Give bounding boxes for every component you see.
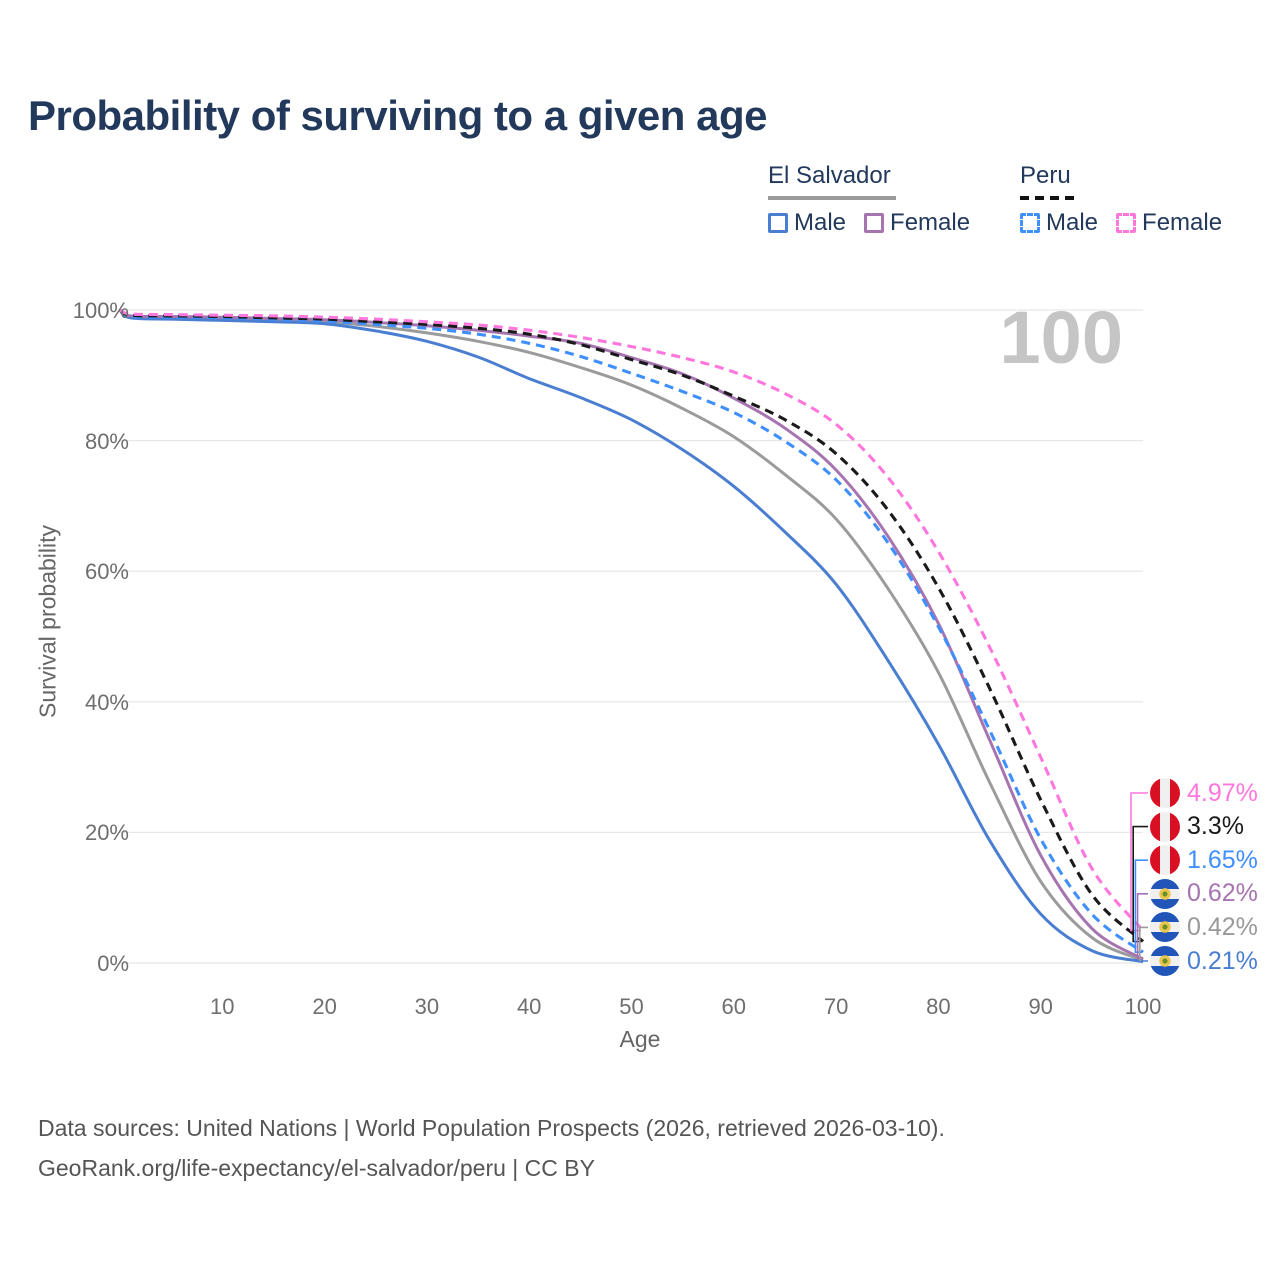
end-label-row-peru: 3.3%: [1150, 811, 1244, 842]
x-tick-label-70: 70: [823, 994, 849, 1019]
legend-header-el-salvador[interactable]: El Salvador: [768, 162, 891, 189]
x-tick-label-80: 80: [926, 994, 951, 1019]
y-tick-label-0: 0%: [97, 951, 129, 976]
end-label-row-el-salvador-male: 0.21%: [1150, 946, 1258, 976]
end-label-leader-el-salvador: [1139, 926, 1148, 962]
x-axis-title: Age: [619, 1026, 661, 1052]
end-value-label: 0.21%: [1187, 946, 1258, 975]
x-tick-label-50: 50: [619, 994, 644, 1019]
x-tick-label-40: 40: [516, 994, 542, 1019]
series-line-peru-female: [119, 308, 1145, 932]
end-label-row-peru-female: 4.97%: [1150, 778, 1258, 808]
age-counter-watermark: 100: [1000, 296, 1123, 379]
y-tick-label-60: 60%: [84, 559, 129, 585]
end-value-label: 3.3%: [1187, 812, 1244, 841]
end-label-leader-el-salvador-male: [1141, 960, 1148, 963]
legend-item-label: Female: [890, 209, 971, 236]
flag-el-salvador-icon: [1150, 946, 1180, 976]
x-tick-label-30: 30: [414, 994, 440, 1019]
y-tick-label-80: 80%: [84, 428, 129, 454]
series-line-el-salvador-male: [118, 308, 1144, 964]
el-salvador-female-swatch-icon: [864, 213, 885, 233]
flag-el-salvador-icon: [1150, 878, 1180, 909]
series-line-el-salvador-female: [119, 308, 1144, 961]
legend-item-el-salvador-female[interactable]: Female: [864, 209, 970, 237]
end-value-label: 1.65%: [1187, 845, 1258, 874]
el-salvador-line-style-sample: [768, 196, 896, 200]
page-title: Probability of surviving to a given age: [28, 92, 767, 139]
flag-peru-icon: [1150, 811, 1180, 842]
el-salvador-male-swatch-icon: [768, 213, 788, 233]
legend-group-peru: Peru Male Female: [1020, 162, 1222, 237]
flag-peru-icon: [1150, 845, 1180, 876]
x-tick-label-20: 20: [312, 994, 337, 1019]
legend-item-label: Female: [1142, 209, 1223, 236]
x-tick-label-100: 100: [1124, 994, 1162, 1019]
series-line-peru: [119, 308, 1145, 943]
end-value-label: 0.62%: [1187, 879, 1258, 908]
legend-item-el-salvador-male[interactable]: Male: [768, 209, 846, 237]
footer-data-sources: Data sources: United Nations | World Pop…: [38, 1115, 945, 1141]
end-label-row-peru-male: 1.65%: [1150, 845, 1258, 876]
x-tick-label-60: 60: [721, 994, 747, 1019]
x-tick-label-90: 90: [1028, 994, 1053, 1019]
series-line-peru-male: [118, 308, 1144, 954]
flag-peru-icon: [1150, 778, 1180, 808]
legend-item-peru-female[interactable]: Female: [1116, 209, 1222, 237]
legend-item-peru-male[interactable]: Male: [1020, 209, 1098, 237]
y-tick-label-100: 100%: [72, 298, 129, 323]
x-tick-label-10: 10: [210, 994, 235, 1019]
y-tick-label-40: 40%: [84, 689, 129, 715]
y-tick-label-20: 20%: [84, 820, 129, 846]
end-value-label: 0.42%: [1187, 912, 1258, 941]
legend-header-peru[interactable]: Peru: [1020, 162, 1071, 189]
flag-el-salvador-icon: [1150, 912, 1180, 943]
end-label-row-el-salvador-female: 0.62%: [1150, 878, 1258, 909]
end-value-label: 4.97%: [1187, 778, 1258, 807]
footer: Data sources: United Nations | World Pop…: [38, 1108, 945, 1188]
peru-line-style-sample: [1020, 196, 1076, 200]
footer-attribution-url: GeoRank.org/life-expectancy/el-salvador/…: [38, 1155, 595, 1181]
peru-female-swatch-icon: [1116, 213, 1137, 233]
end-label-row-el-salvador: 0.42%: [1150, 912, 1258, 943]
legend-group-el-salvador: El Salvador Male Female: [768, 162, 970, 237]
legend-item-label: Male: [1046, 209, 1099, 236]
peru-male-swatch-icon: [1020, 213, 1040, 233]
legend-item-label: Male: [794, 209, 847, 236]
series-line-el-salvador: [118, 308, 1144, 962]
